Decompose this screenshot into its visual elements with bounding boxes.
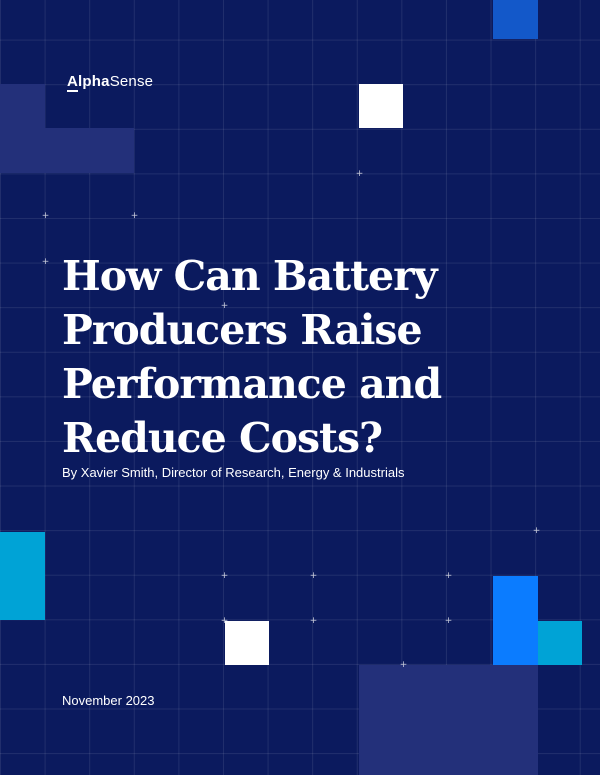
alphasense-logo: AlphaSense [67, 73, 154, 92]
decor-block-bright-blue [493, 576, 538, 665]
decor-block-faint-left-row [0, 128, 134, 173]
plus-icon: + [309, 616, 318, 626]
decor-block-faint-top-left [0, 84, 45, 128]
plus-icon: + [444, 571, 453, 581]
plus-icon: + [220, 616, 229, 626]
plus-icon: + [41, 211, 50, 221]
decor-block-white-top [359, 84, 403, 128]
logo-a-mark: A [67, 73, 79, 92]
decor-block-cyan-right [538, 621, 582, 665]
plus-icon: + [41, 257, 50, 267]
author-byline: By Xavier Smith, Director of Research, E… [62, 465, 405, 480]
report-title: How Can Battery Producers Raise Performa… [62, 252, 442, 462]
decor-block-faint-bottom [359, 665, 538, 775]
plus-icon: + [532, 526, 541, 536]
plus-icon: + [355, 169, 364, 179]
logo-text-light: Sense [109, 73, 154, 90]
plus-icon: + [444, 616, 453, 626]
plus-icon: + [220, 571, 229, 581]
plus-icon: + [399, 660, 408, 670]
plus-icon: + [130, 211, 139, 221]
logo-text-strong: Alpha [67, 73, 110, 92]
publication-date: November 2023 [62, 693, 155, 708]
decor-block-cyan-left [0, 532, 45, 620]
plus-icon: + [220, 301, 229, 311]
decor-block-top-right [493, 0, 538, 39]
plus-icon: + [309, 571, 318, 581]
decor-block-white-bottom [225, 621, 269, 665]
